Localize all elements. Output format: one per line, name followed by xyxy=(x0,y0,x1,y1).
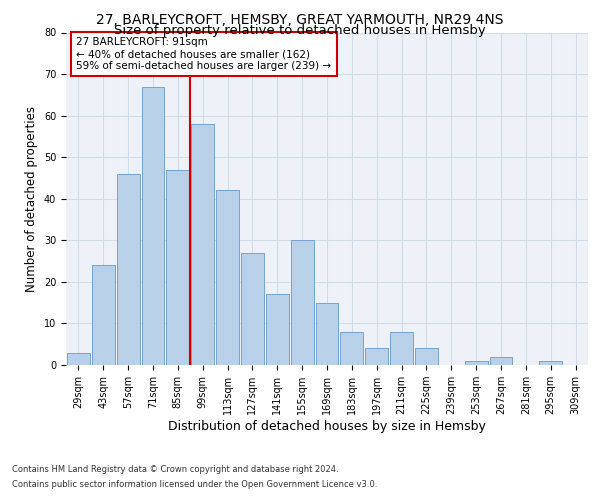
Text: Contains HM Land Registry data © Crown copyright and database right 2024.: Contains HM Land Registry data © Crown c… xyxy=(12,465,338,474)
Bar xyxy=(465,361,488,365)
Bar xyxy=(539,361,562,365)
Text: Contains public sector information licensed under the Open Government Licence v3: Contains public sector information licen… xyxy=(12,480,377,489)
X-axis label: Distribution of detached houses by size in Hemsby: Distribution of detached houses by size … xyxy=(168,420,486,433)
Bar xyxy=(92,265,115,365)
Bar xyxy=(291,240,314,365)
Bar xyxy=(241,253,264,365)
Text: 27, BARLEYCROFT, HEMSBY, GREAT YARMOUTH, NR29 4NS: 27, BARLEYCROFT, HEMSBY, GREAT YARMOUTH,… xyxy=(96,12,504,26)
Bar xyxy=(67,352,90,365)
Bar xyxy=(216,190,239,365)
Bar xyxy=(365,348,388,365)
Bar xyxy=(390,332,413,365)
Bar xyxy=(340,332,363,365)
Bar xyxy=(166,170,189,365)
Bar xyxy=(490,356,512,365)
Bar xyxy=(415,348,438,365)
Bar xyxy=(266,294,289,365)
Text: 27 BARLEYCROFT: 91sqm
← 40% of detached houses are smaller (162)
59% of semi-det: 27 BARLEYCROFT: 91sqm ← 40% of detached … xyxy=(76,38,332,70)
Text: Size of property relative to detached houses in Hemsby: Size of property relative to detached ho… xyxy=(114,24,486,37)
Bar xyxy=(316,302,338,365)
Bar xyxy=(191,124,214,365)
Y-axis label: Number of detached properties: Number of detached properties xyxy=(25,106,38,292)
Bar xyxy=(142,86,164,365)
Bar xyxy=(117,174,140,365)
